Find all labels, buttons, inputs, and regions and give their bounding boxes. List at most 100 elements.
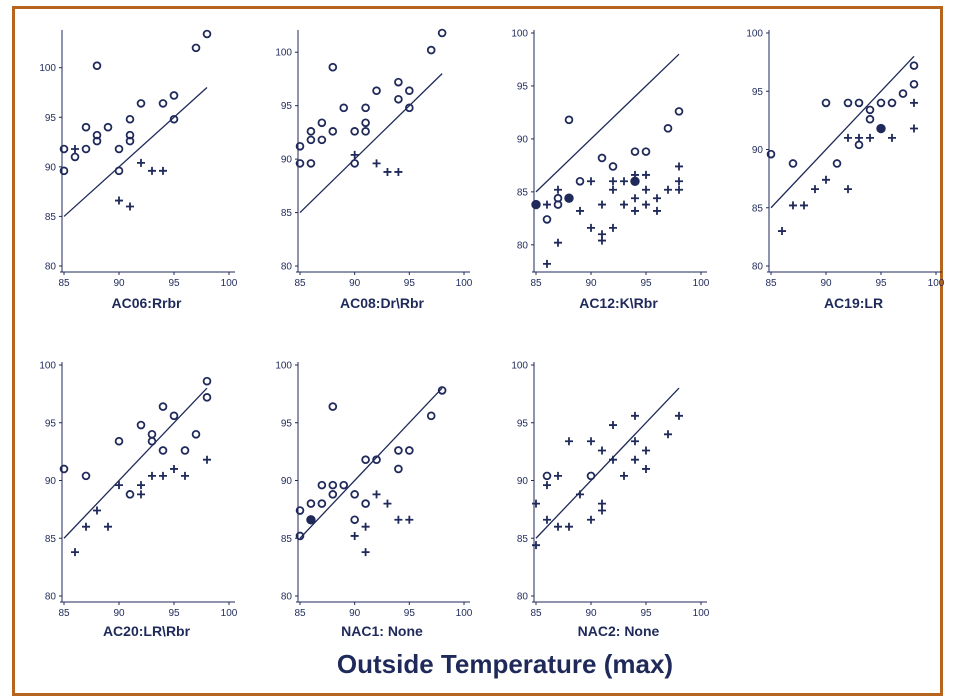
plus-point [394,515,403,524]
y-tick-label: 90 [752,145,764,156]
circle-point [766,149,776,159]
circle-point [317,499,327,508]
circle-point [158,446,168,455]
y-tick-label: 95 [517,81,529,92]
filled-point [876,123,886,134]
plus-point [554,471,562,480]
circle-point [92,130,102,140]
plus-point [910,124,918,133]
circle-point [372,86,381,96]
plus-point [800,201,808,210]
plus-point [159,471,167,480]
circle-point [542,215,552,224]
y-tick-label: 85 [517,534,529,545]
circle-point [909,79,919,89]
x-tick-label: 100 [456,608,473,619]
plus-point [148,471,156,480]
x-tick-label: 95 [640,278,652,289]
circle-point [887,98,897,108]
circle-point [821,98,831,108]
plus-point [115,481,123,490]
y-tick-label: 85 [45,534,57,545]
plus-point [598,446,606,455]
plus-point [361,522,370,531]
filled-point [531,199,541,210]
reference-line [63,87,208,217]
plus-point [361,548,370,557]
circle-point [70,152,80,162]
plus-point [576,206,584,215]
y-tick-label: 95 [281,101,293,112]
plus-point [565,437,573,446]
plus-point [587,177,595,186]
plus-point [543,259,551,268]
plus-point [664,185,672,194]
circle-point [295,159,305,168]
plus-point [350,150,359,159]
circle-point [361,499,370,508]
x-axis-title: Outside Temperature (max) [337,649,673,679]
plus-point [587,515,595,524]
plus-point [532,499,540,508]
plus-point [631,437,639,446]
y-tick-label: 85 [281,208,293,219]
x-tick-label: 95 [640,608,652,619]
circle-point [426,45,436,55]
plus-point [620,177,628,186]
circle-point [586,471,596,481]
circle-point [350,159,359,168]
circle-point [350,127,359,136]
plus-point [642,170,650,179]
circle-point [394,77,403,87]
plus-point [554,522,562,531]
circle-point [169,411,179,421]
y-tick-label: 100 [746,29,763,40]
plus-point [137,481,145,490]
circle-point [328,490,338,499]
circle-point [59,464,69,474]
plus-point [565,522,573,531]
circle-point [372,455,381,465]
circle-point [437,28,447,38]
circle-point [147,429,157,439]
plus-point [653,194,661,203]
plus-point [620,471,628,480]
plus-point [598,506,606,515]
x-tick-label: 85 [58,608,70,619]
filled-point [306,515,316,525]
circle-point [306,499,316,508]
reference-line [535,53,680,193]
panel-title: AC06:Rrbr [111,295,182,311]
reference-line [535,387,680,539]
x-tick-label: 100 [456,278,473,289]
plus-point [822,175,830,184]
plus-point [631,411,639,420]
circle-point [81,471,91,481]
x-tick-label: 85 [58,278,70,289]
y-tick-label: 100 [39,361,56,372]
y-tick-label: 95 [45,113,57,124]
plus-point [405,515,414,524]
x-tick-label: 90 [349,278,361,289]
y-tick-label: 85 [752,203,764,214]
y-tick-label: 100 [511,29,528,40]
circle-point [339,103,349,113]
circle-point [114,436,124,446]
circle-point [295,141,305,151]
x-tick-label: 90 [820,278,832,289]
x-tick-label: 100 [928,278,945,289]
circle-point [350,515,359,525]
plus-point [675,162,683,171]
circle-point [317,118,327,128]
circle-point [832,159,842,168]
x-tick-label: 100 [221,608,238,619]
plus-point [675,411,683,420]
y-tick-label: 100 [275,48,292,59]
y-tick-label: 85 [281,534,293,545]
circle-point [125,490,135,499]
plus-point [203,455,211,464]
